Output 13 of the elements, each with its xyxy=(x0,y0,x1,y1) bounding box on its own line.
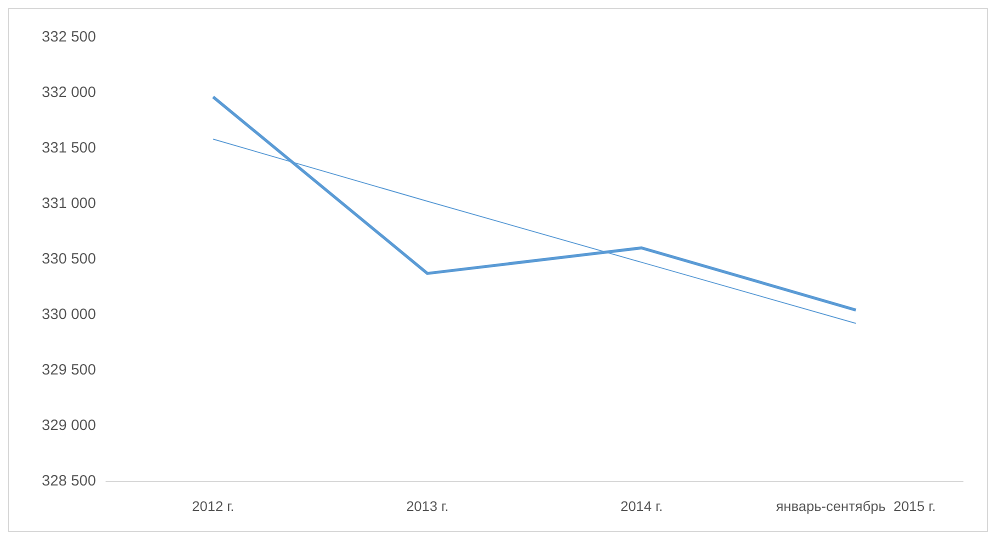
x-tick-label: 2012 г. xyxy=(192,498,234,514)
y-tick-label: 328 500 xyxy=(42,472,96,490)
x-tick-label: январь-сентябрь 2015 г. xyxy=(776,498,936,514)
y-tick-label: 331 000 xyxy=(42,195,96,212)
y-tick-label: 329 500 xyxy=(42,362,96,378)
y-tick-label: 330 500 xyxy=(42,250,96,268)
y-tick-label: 332 000 xyxy=(42,84,96,101)
y-tick-label: 329 000 xyxy=(42,417,96,434)
y-tick-label: 332 500 xyxy=(42,28,96,46)
y-tick-label: 331 500 xyxy=(42,140,96,156)
x-tick-label: 2013 г. xyxy=(406,498,449,514)
x-tick-label: 2014 г. xyxy=(620,498,663,514)
y-tick-label: 330 000 xyxy=(42,306,96,323)
